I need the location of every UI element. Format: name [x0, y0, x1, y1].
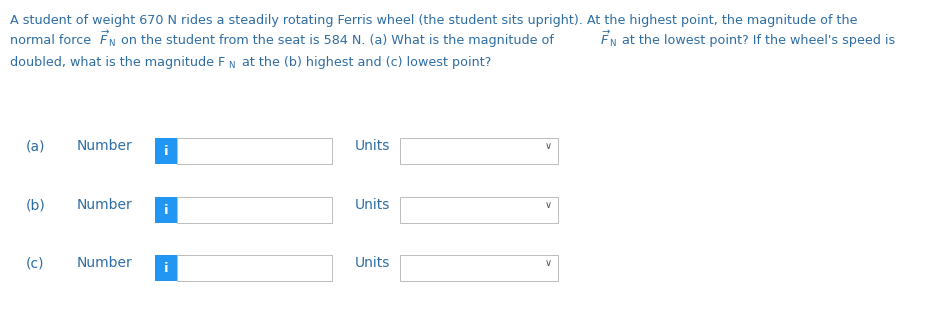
Text: Units: Units — [355, 198, 390, 213]
FancyBboxPatch shape — [177, 255, 332, 281]
Text: (c): (c) — [26, 256, 45, 270]
Text: N: N — [609, 39, 616, 48]
FancyBboxPatch shape — [177, 197, 332, 223]
FancyBboxPatch shape — [400, 255, 558, 281]
Text: i: i — [163, 144, 168, 158]
FancyBboxPatch shape — [400, 138, 558, 164]
Text: at the lowest point? If the wheel's speed is: at the lowest point? If the wheel's spee… — [618, 34, 896, 47]
Text: Number: Number — [77, 198, 133, 213]
Text: at the (b) highest and (c) lowest point?: at the (b) highest and (c) lowest point? — [238, 56, 491, 69]
Text: Number: Number — [77, 139, 133, 153]
Text: Units: Units — [355, 256, 390, 270]
Text: (b): (b) — [26, 198, 46, 213]
FancyBboxPatch shape — [155, 197, 177, 223]
Text: F: F — [100, 34, 107, 47]
Text: Number: Number — [77, 256, 133, 270]
Text: ∨: ∨ — [545, 200, 552, 210]
Text: normal force: normal force — [10, 34, 95, 47]
Text: →: → — [100, 27, 108, 37]
Text: F: F — [601, 34, 608, 47]
Text: ∨: ∨ — [545, 141, 552, 152]
Text: i: i — [163, 262, 168, 274]
Text: doubled, what is the magnitude F: doubled, what is the magnitude F — [10, 56, 225, 69]
Text: ∨: ∨ — [545, 258, 552, 268]
Text: N: N — [228, 61, 234, 70]
Text: →: → — [601, 27, 609, 37]
FancyBboxPatch shape — [155, 255, 177, 281]
Text: Units: Units — [355, 139, 390, 153]
FancyBboxPatch shape — [177, 138, 332, 164]
Text: N: N — [108, 39, 115, 48]
Text: i: i — [163, 204, 168, 216]
Text: (a): (a) — [26, 139, 46, 153]
FancyBboxPatch shape — [400, 197, 558, 223]
Text: A student of weight 670 N rides a steadily rotating Ferris wheel (the student si: A student of weight 670 N rides a steadi… — [10, 14, 857, 27]
FancyBboxPatch shape — [155, 138, 177, 164]
Text: on the student from the seat is 584 N. (a) What is the magnitude of: on the student from the seat is 584 N. (… — [117, 34, 558, 47]
